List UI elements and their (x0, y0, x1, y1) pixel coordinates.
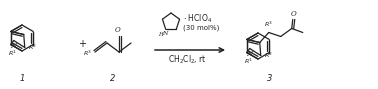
Text: N: N (246, 50, 252, 58)
Text: O: O (115, 26, 121, 34)
Text: +: + (78, 39, 86, 49)
Text: $R^1$: $R^1$ (244, 57, 253, 66)
Text: 3: 3 (267, 74, 273, 83)
Text: $R^3$: $R^3$ (264, 20, 273, 29)
Text: H: H (158, 32, 163, 37)
Text: N: N (162, 31, 167, 36)
Text: $R^2$: $R^2$ (28, 43, 37, 52)
Text: $R^1$: $R^1$ (8, 49, 17, 58)
Text: $R^2$: $R^2$ (264, 51, 273, 60)
Text: $\cdot$ HClO$_4$: $\cdot$ HClO$_4$ (183, 13, 212, 25)
Text: N: N (10, 43, 16, 50)
Text: CH$_2$Cl$_2$, rt: CH$_2$Cl$_2$, rt (168, 54, 207, 66)
Text: $R^3$: $R^3$ (83, 48, 92, 58)
Text: O: O (291, 10, 297, 18)
Text: 1: 1 (19, 74, 25, 83)
Text: 2: 2 (110, 74, 116, 83)
Text: (30 mol%): (30 mol%) (183, 25, 219, 31)
